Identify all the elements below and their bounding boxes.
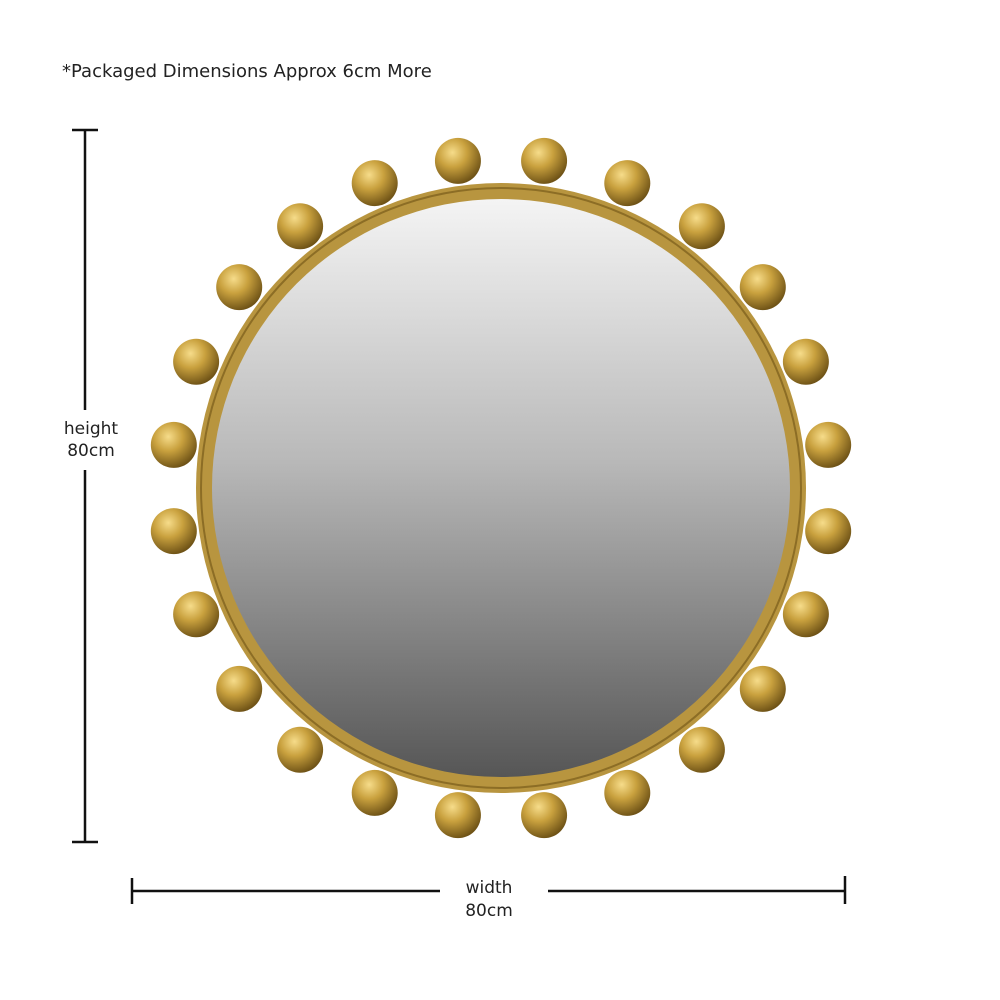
width-dimension: width 80cm bbox=[130, 876, 847, 921]
bead bbox=[216, 665, 263, 712]
bead bbox=[782, 338, 829, 385]
width-value: 80cm bbox=[465, 901, 513, 921]
height-dimension: height 80cm bbox=[64, 128, 119, 844]
bead bbox=[434, 792, 481, 839]
bead bbox=[150, 508, 197, 555]
frame-edge bbox=[200, 187, 802, 789]
height-value: 80cm bbox=[67, 441, 115, 461]
mirror-beads bbox=[150, 137, 852, 839]
bead bbox=[173, 591, 220, 638]
bead bbox=[173, 338, 220, 385]
bead bbox=[739, 264, 786, 311]
bead bbox=[216, 264, 263, 311]
bead bbox=[277, 726, 324, 773]
bead bbox=[277, 203, 324, 250]
bead bbox=[805, 508, 852, 555]
height-label: height bbox=[64, 419, 119, 439]
bead bbox=[351, 160, 398, 207]
bead bbox=[604, 769, 651, 816]
bead bbox=[782, 591, 829, 638]
bead bbox=[521, 792, 568, 839]
bead bbox=[805, 421, 852, 468]
width-label: width bbox=[466, 878, 513, 898]
bead bbox=[351, 769, 398, 816]
mirror-glass bbox=[212, 199, 790, 777]
bead bbox=[150, 421, 197, 468]
bead bbox=[678, 726, 725, 773]
bead bbox=[739, 665, 786, 712]
bead bbox=[434, 137, 481, 184]
bead bbox=[521, 137, 568, 184]
bead bbox=[678, 203, 725, 250]
packaging-note: *Packaged Dimensions Approx 6cm More bbox=[62, 61, 432, 82]
bead bbox=[604, 160, 651, 207]
